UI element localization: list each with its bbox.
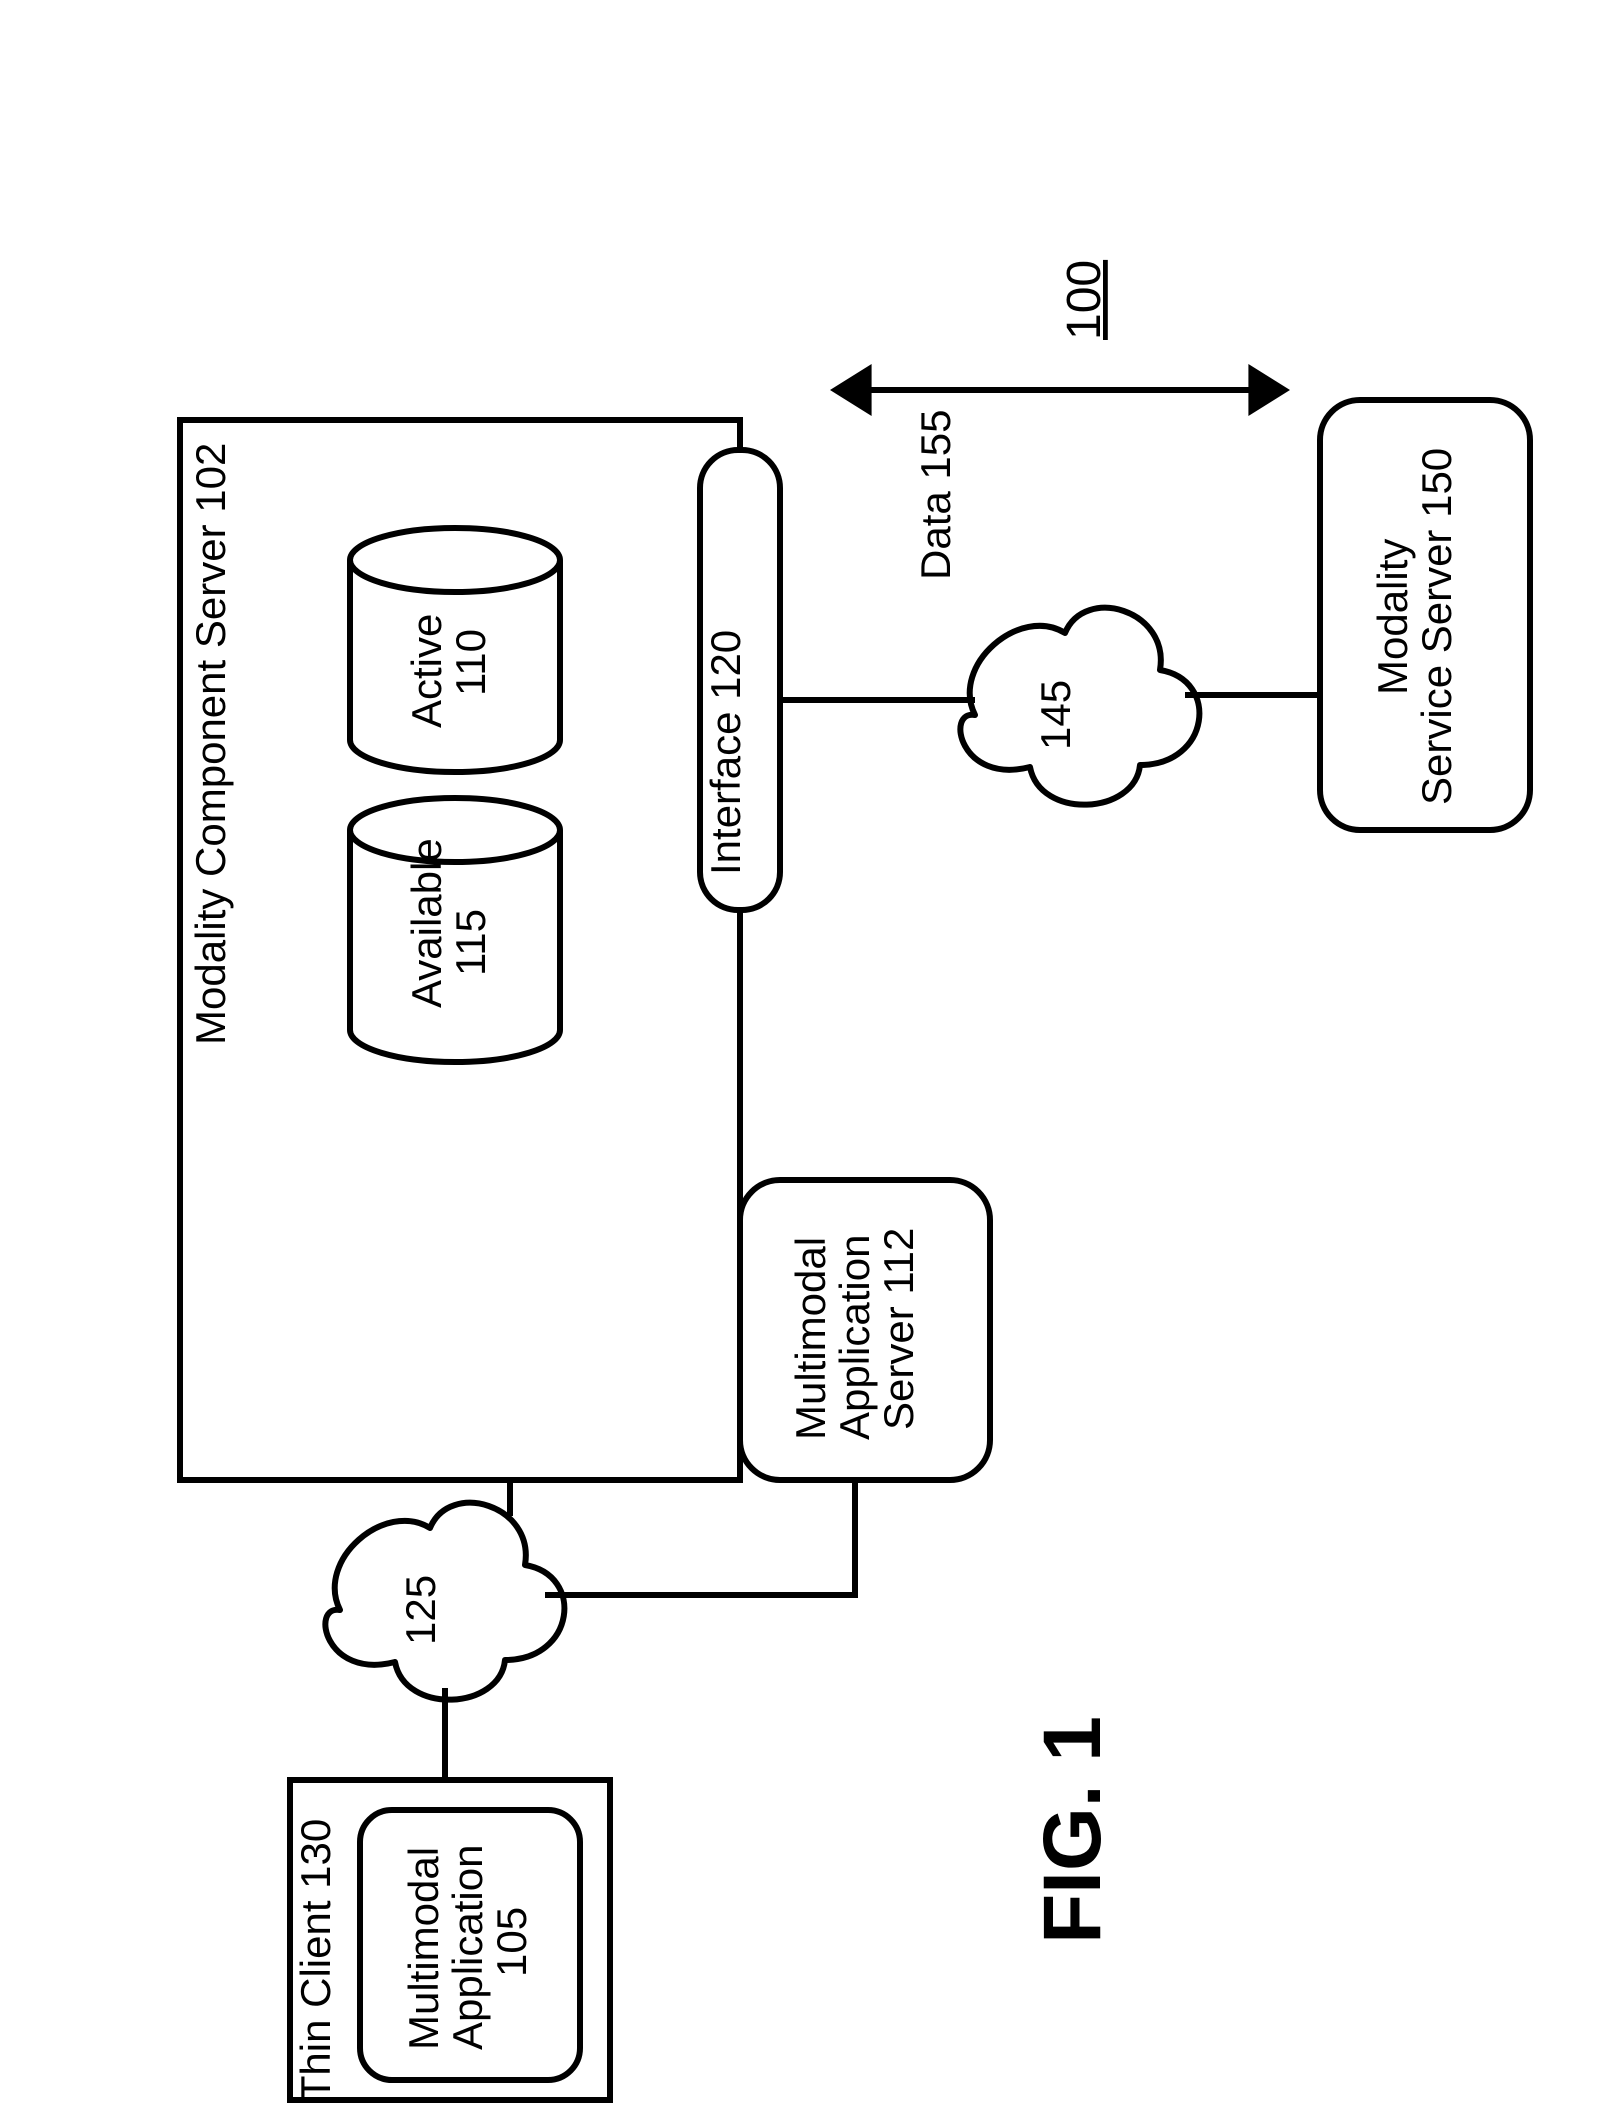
available-label-bottom: 115: [447, 909, 494, 976]
active-label-top: Active: [403, 614, 450, 728]
figure-caption: FIG. 1: [1027, 1716, 1118, 1944]
cloud-145-label: 145: [1032, 680, 1079, 750]
thin-client-app-label-1: Multimodal: [400, 1847, 447, 2050]
figure-ref: 100: [1058, 260, 1111, 340]
cloud-125-label: 125: [397, 1575, 444, 1645]
modality-component-server-label: Modality Component Server 102: [187, 443, 234, 1045]
mss-label-1: Modality: [1369, 539, 1416, 695]
thin-client-app-label-2: Application: [444, 1845, 491, 2050]
mas-label-3: Server 112: [875, 1228, 922, 1430]
mas-label-2: Application: [831, 1235, 878, 1440]
mss-label-2: Service Server 150: [1413, 448, 1460, 805]
thin-client-app-label-3: 105: [488, 1907, 535, 1977]
interface-label: Interface 120: [702, 630, 749, 875]
available-label-top: Available: [403, 838, 450, 1008]
data-arrow-label: Data 155: [912, 410, 959, 580]
mas-label-1: Multimodal: [787, 1237, 834, 1440]
active-label-bottom: 110: [447, 629, 494, 696]
thin-client-label: Thin Client 130: [292, 1819, 339, 2102]
